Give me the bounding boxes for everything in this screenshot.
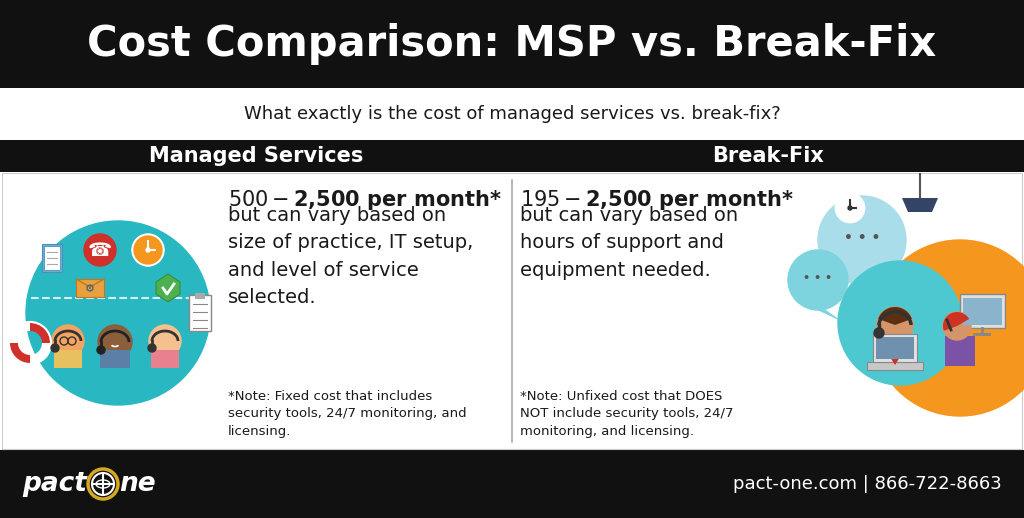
Text: but can vary based on
hours of support and
equipment needed.: but can vary based on hours of support a… <box>520 206 738 280</box>
Wedge shape <box>30 343 50 363</box>
Text: *Note: Fixed cost that includes
security tools, 24/7 monitoring, and
licensing.: *Note: Fixed cost that includes security… <box>228 390 467 438</box>
Circle shape <box>848 206 852 210</box>
Bar <box>876 337 914 359</box>
Circle shape <box>818 196 906 284</box>
Bar <box>0 140 1024 172</box>
Bar <box>973 333 991 336</box>
Circle shape <box>146 248 150 252</box>
Circle shape <box>134 236 162 264</box>
Text: What exactly is the cost of managed services vs. break-fix?: What exactly is the cost of managed serv… <box>244 105 780 123</box>
Bar <box>961 294 1005 328</box>
Bar <box>189 295 211 331</box>
Text: $195-$2,500 per month*: $195-$2,500 per month* <box>520 188 794 212</box>
Bar <box>44 246 60 270</box>
Bar <box>963 298 1002 325</box>
Bar <box>195 293 205 299</box>
Circle shape <box>150 325 181 357</box>
Text: Break-Fix: Break-Fix <box>712 146 824 166</box>
Bar <box>867 362 923 370</box>
Bar <box>945 336 975 366</box>
Polygon shape <box>813 308 843 322</box>
Bar <box>151 350 179 368</box>
Text: ⚙: ⚙ <box>85 284 95 294</box>
Circle shape <box>877 307 913 343</box>
Bar <box>54 350 82 368</box>
Text: Cost Comparison: MSP vs. Break-Fix: Cost Comparison: MSP vs. Break-Fix <box>87 23 937 65</box>
Circle shape <box>872 240 1024 416</box>
Wedge shape <box>10 343 30 363</box>
Circle shape <box>874 328 884 338</box>
Polygon shape <box>156 274 180 302</box>
Circle shape <box>132 234 164 266</box>
Polygon shape <box>76 279 104 297</box>
Circle shape <box>148 344 156 352</box>
Text: pact: pact <box>22 471 87 497</box>
Circle shape <box>51 344 59 352</box>
Polygon shape <box>837 282 867 300</box>
Bar <box>0 450 1024 518</box>
Text: • • •: • • • <box>844 231 881 245</box>
Text: ne: ne <box>119 471 156 497</box>
Text: $500-$2,500 per month*: $500-$2,500 per month* <box>228 188 502 212</box>
Bar <box>2 173 1022 449</box>
Circle shape <box>788 250 848 310</box>
Text: pact-one.com | 866-722-8663: pact-one.com | 866-722-8663 <box>733 475 1002 493</box>
Bar <box>0 172 1024 450</box>
Text: but can vary based on
size of practice, IT setup,
and level of service
selected.: but can vary based on size of practice, … <box>228 206 473 307</box>
Wedge shape <box>30 323 50 343</box>
Bar <box>0 0 1024 88</box>
Circle shape <box>52 325 84 357</box>
Circle shape <box>836 194 864 222</box>
Bar <box>42 244 62 272</box>
Circle shape <box>98 325 132 359</box>
Wedge shape <box>943 312 969 331</box>
Bar <box>100 350 130 368</box>
Bar <box>873 334 918 362</box>
Circle shape <box>88 469 118 499</box>
Text: ☎: ☎ <box>88 240 112 260</box>
Circle shape <box>61 334 75 348</box>
Text: • • •: • • • <box>804 273 833 283</box>
Text: *Note: Unfixed cost that DOES
NOT include security tools, 24/7
monitoring, and l: *Note: Unfixed cost that DOES NOT includ… <box>520 390 733 438</box>
Polygon shape <box>890 341 900 365</box>
Circle shape <box>97 346 105 354</box>
Circle shape <box>84 234 116 266</box>
Bar <box>0 88 1024 140</box>
Polygon shape <box>902 198 938 212</box>
Wedge shape <box>10 323 30 343</box>
Circle shape <box>838 261 962 385</box>
Bar <box>877 338 913 368</box>
Wedge shape <box>879 307 912 325</box>
Circle shape <box>26 221 210 405</box>
Circle shape <box>837 195 863 221</box>
Text: Managed Services: Managed Services <box>148 146 364 166</box>
Circle shape <box>943 312 971 340</box>
